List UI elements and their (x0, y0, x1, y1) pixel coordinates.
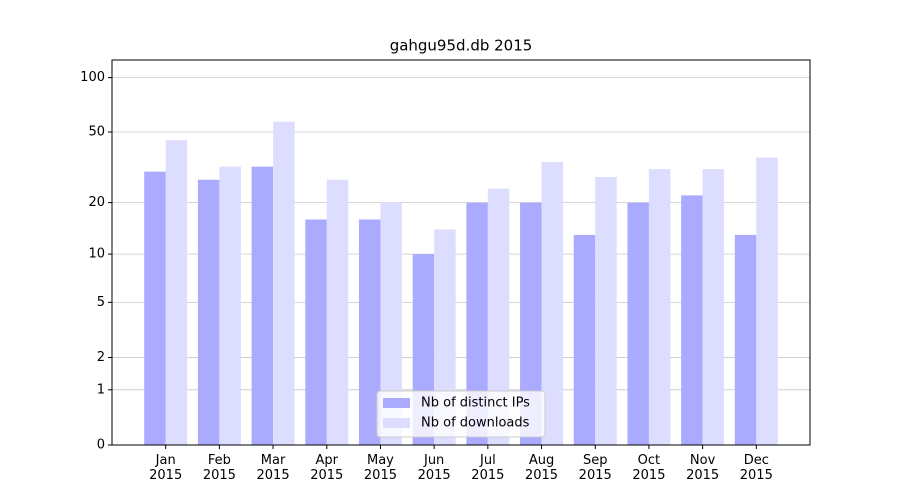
legend: Nb of distinct IPs Nb of downloads (376, 390, 546, 438)
bar (681, 195, 703, 445)
bar (326, 179, 349, 445)
bar (219, 166, 241, 445)
y-tick-label: 2 (97, 350, 105, 365)
x-tick-label: Nov 2015 (686, 453, 720, 483)
y-tick-label: 5 (97, 295, 105, 310)
bar (165, 140, 188, 445)
bar (273, 121, 295, 445)
bar (541, 161, 564, 445)
x-tick-label: Apr 2015 (310, 453, 344, 483)
x-tick-label: Mar 2015 (256, 453, 290, 483)
x-tick-label: Jun 2015 (417, 453, 451, 483)
bar (251, 166, 274, 445)
x-tick-label: Feb 2015 (202, 453, 236, 483)
legend-label: Nb of distinct IPs (421, 396, 530, 411)
x-tick-label: Aug 2015 (524, 453, 559, 483)
bar (595, 176, 617, 446)
bar (358, 219, 381, 445)
x-tick-label: May 2015 (363, 453, 397, 483)
bar (197, 179, 220, 445)
y-tick-label: 20 (88, 195, 105, 210)
bar (380, 202, 402, 445)
legend-swatch (383, 398, 410, 408)
bar (520, 202, 542, 445)
x-tick-label: Oct 2015 (632, 453, 666, 483)
x-tick-label: Dec 2015 (739, 453, 773, 483)
chart-title: gahgu95d.db 2015 (390, 37, 533, 55)
y-tick-label: 10 (88, 247, 105, 262)
legend-label: Nb of downloads (421, 416, 530, 431)
bar (648, 169, 671, 445)
bar (702, 169, 725, 445)
bar (756, 157, 778, 446)
bar (734, 234, 757, 445)
y-tick-label: 50 (88, 125, 105, 140)
bar (573, 234, 596, 445)
y-tick-label: 0 (97, 438, 105, 453)
bar (305, 219, 327, 445)
x-tick-label: Jan 2015 (149, 453, 183, 483)
bar (466, 202, 488, 445)
bar (487, 188, 510, 445)
legend-swatch (383, 418, 410, 428)
y-tick-label: 1 (97, 382, 105, 397)
legend-box (376, 390, 546, 438)
bar (144, 171, 166, 445)
bar (627, 202, 649, 445)
plot-frame (111, 59, 811, 446)
y-tick-label: 100 (80, 70, 105, 85)
x-tick-label: Sep 2015 (578, 453, 612, 483)
x-tick-label: Jul 2015 (471, 453, 505, 483)
